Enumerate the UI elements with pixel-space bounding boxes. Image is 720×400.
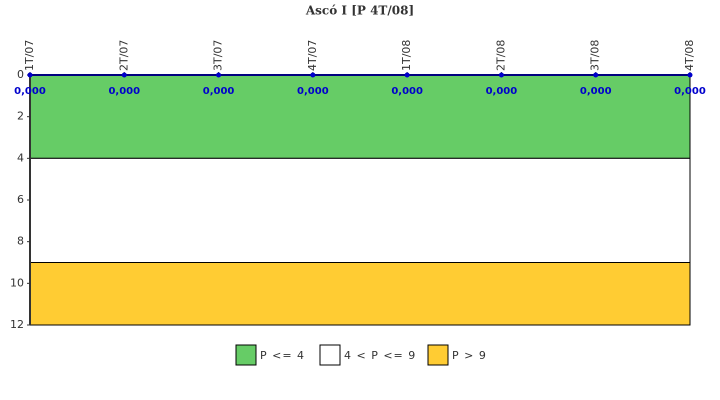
legend-swatch — [427, 344, 449, 366]
point — [687, 72, 693, 78]
band — [29, 74, 691, 159]
x-tick-label: 2T/08 — [494, 40, 507, 71]
y-tick-label: 2 — [17, 110, 24, 123]
y-tick-label: 0 — [17, 68, 24, 81]
value-label: 0,000 — [674, 86, 706, 97]
x-tick-label: 4T/08 — [683, 40, 696, 71]
x-tick-label: 3T/08 — [589, 40, 602, 71]
y-tick-label: 10 — [10, 276, 24, 289]
value-label: 0,000 — [297, 86, 329, 97]
value-label: 0,000 — [203, 86, 235, 97]
value-label: 0,000 — [108, 86, 140, 97]
y-tick-label: 6 — [17, 193, 24, 206]
legend-label: 4 < P <= 9 — [344, 349, 416, 362]
point — [593, 72, 599, 78]
point — [310, 72, 316, 78]
point — [498, 72, 504, 78]
band — [29, 262, 691, 326]
value-label: 0,000 — [486, 86, 518, 97]
band — [29, 157, 691, 263]
value-label: 0,000 — [580, 86, 612, 97]
point — [27, 72, 33, 78]
chart-title: Ascó I [P 4T/08] — [305, 4, 414, 18]
point — [216, 72, 222, 78]
y-tick-label: 12 — [10, 318, 24, 331]
x-tick-label: 2T/07 — [117, 40, 130, 71]
value-label: 0,000 — [14, 86, 46, 97]
value-label: 0,000 — [391, 86, 423, 97]
point — [121, 72, 127, 78]
legend-swatch — [319, 344, 341, 366]
point — [404, 72, 410, 78]
x-tick-label: 1T/07 — [23, 40, 36, 71]
x-tick-label: 3T/07 — [212, 40, 225, 71]
x-tick-label: 4T/07 — [306, 40, 319, 71]
legend-label: P <= 4 — [260, 349, 305, 362]
legend-label: P > 9 — [452, 349, 487, 362]
y-tick-label: 4 — [17, 151, 24, 164]
legend-swatch — [235, 344, 257, 366]
y-tick-label: 8 — [17, 235, 24, 248]
x-tick-label: 1T/08 — [400, 40, 413, 71]
